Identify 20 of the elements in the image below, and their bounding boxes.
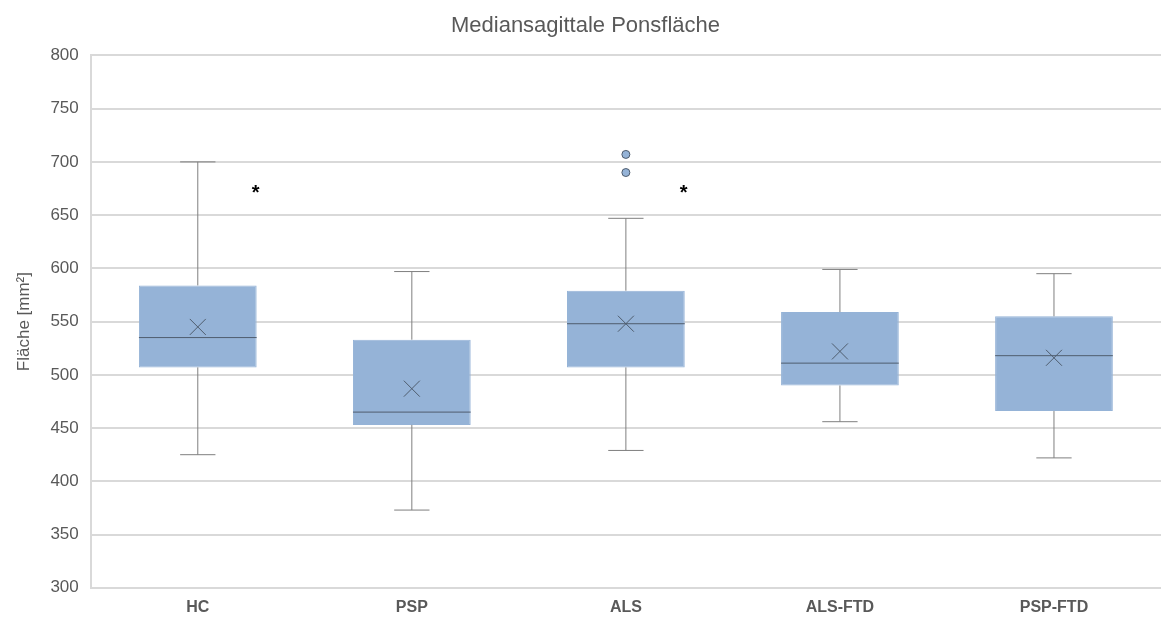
x-tick-label: HC [186, 597, 210, 615]
y-tick-label: 350 [50, 524, 79, 544]
x-tick-label: ALS-FTD [805, 597, 875, 615]
y-tick-label: 650 [50, 204, 79, 224]
y-tick-label: 700 [50, 151, 79, 171]
y-axis-title: Fläche [mm²] [13, 272, 33, 372]
x-tick-label: PSP [395, 597, 429, 615]
y-tick-label: 750 [50, 98, 79, 118]
x-tick-label: PSP-FTD [1019, 597, 1089, 615]
y-tick-label: 300 [50, 577, 79, 597]
chart-title: Mediansagittale Ponsfläche [450, 12, 721, 38]
y-tick-label: 550 [50, 311, 79, 331]
annotation: * [679, 181, 688, 204]
y-tick-label: 800 [50, 45, 79, 65]
y-tick-label: 400 [50, 471, 79, 491]
annotation: * [251, 181, 260, 204]
y-tick-label: 600 [50, 258, 79, 278]
y-tick-label: 500 [50, 364, 79, 384]
y-tick-label: 450 [50, 417, 79, 437]
x-tick-label: ALS [609, 597, 643, 615]
